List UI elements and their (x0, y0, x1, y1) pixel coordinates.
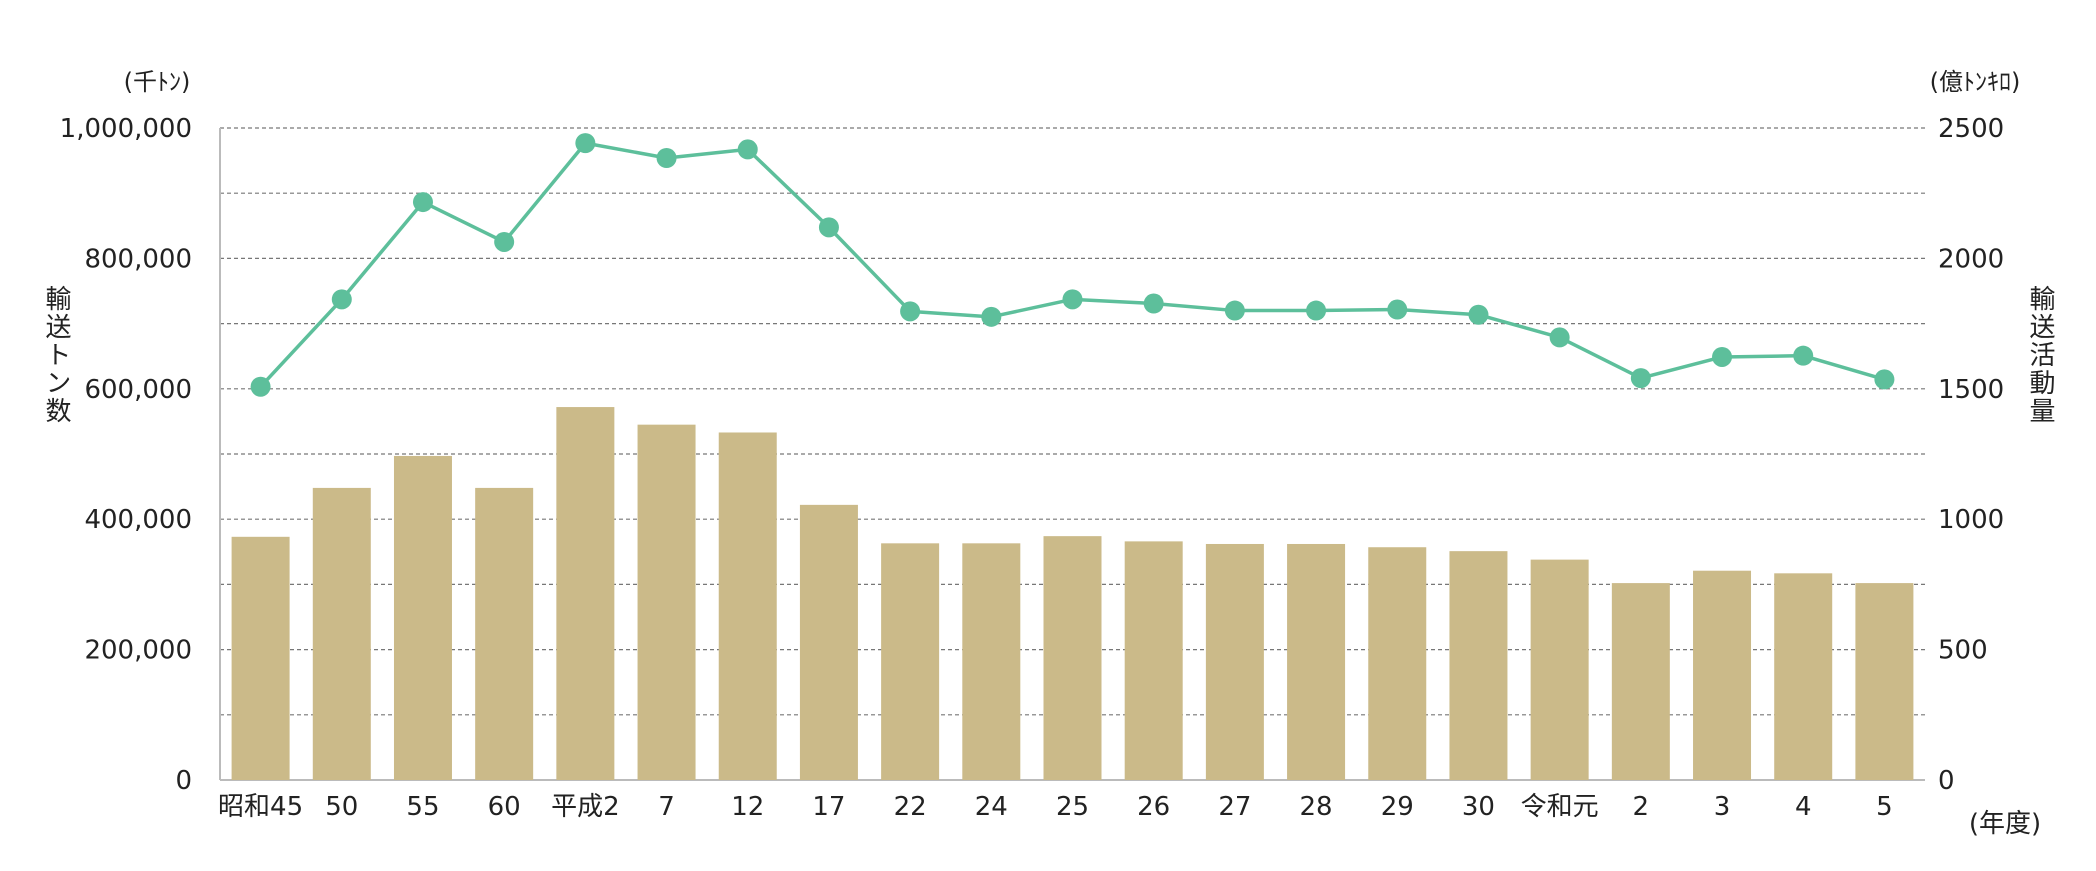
bar (312, 487, 371, 780)
bar (1368, 547, 1427, 780)
bar (718, 432, 777, 780)
line-point (1549, 327, 1570, 348)
line-point (412, 192, 433, 213)
line-point (1387, 299, 1408, 320)
x-tick-label: 3 (1714, 792, 1731, 822)
line-point (818, 217, 839, 238)
line-point (1793, 345, 1814, 366)
line-point (1712, 346, 1733, 367)
left-tick-label: 200,000 (84, 636, 192, 666)
right-tick-label: 2500 (1938, 114, 2004, 144)
line-series (250, 133, 1895, 397)
bar (1530, 559, 1589, 780)
bar (799, 504, 858, 780)
bar (1287, 543, 1346, 780)
left-tick-label: 400,000 (84, 505, 192, 535)
x-tick-label: 27 (1218, 792, 1251, 822)
x-tick-label: 26 (1137, 792, 1170, 822)
right-tick-label: 1000 (1938, 505, 2004, 535)
x-tick-label: 29 (1381, 792, 1414, 822)
x-tick-label: 5 (1876, 792, 1893, 822)
x-tick-label: 60 (488, 792, 521, 822)
left-tick-label: 600,000 (84, 375, 192, 405)
x-tick-label: 30 (1462, 792, 1495, 822)
bar (637, 424, 696, 780)
right-tick-label: 500 (1938, 636, 1988, 666)
bar (962, 543, 1021, 780)
x-tick-label: 22 (894, 792, 927, 822)
line-point (1468, 304, 1489, 325)
bar (556, 407, 615, 780)
bar (1449, 551, 1508, 780)
bar-series (231, 407, 1914, 780)
x-tick-label: 4 (1795, 792, 1812, 822)
series-line (259, 141, 1885, 388)
x-tick-label: 55 (406, 792, 439, 822)
bar (231, 536, 290, 780)
x-tick-label: 7 (658, 792, 675, 822)
x-tick-label: 12 (731, 792, 764, 822)
x-tick-label: 昭和45 (218, 792, 303, 822)
bar (393, 455, 452, 780)
right-axis-ticks: 2500 2000 1500 1000 500 0 (1938, 114, 2004, 796)
line-point (575, 133, 596, 154)
line-point (1306, 300, 1327, 321)
bar (1043, 536, 1102, 780)
bar (1205, 543, 1264, 780)
left-tick-label: 800,000 (84, 244, 192, 274)
line-point (900, 301, 921, 322)
line-point (250, 376, 271, 397)
bar (475, 487, 534, 780)
line-point (331, 289, 352, 310)
x-axis-unit: (年度) (1969, 809, 2041, 839)
x-axis-ticks: 昭和45 50 55 60 平成2 7 12 17 22 24 25 26 27 28 29 30 令和元 2 3 4… (218, 792, 1893, 822)
left-axis-ticks: 1,000,000 800,000 600,000 400,000 200,000 0 (60, 114, 192, 796)
right-tick-label: 1500 (1938, 375, 2004, 405)
x-tick-label: 24 (975, 792, 1008, 822)
bar (881, 543, 940, 780)
line-point (981, 306, 1002, 327)
x-tick-label: 50 (325, 792, 358, 822)
bar (1124, 541, 1183, 780)
bar (1774, 573, 1833, 780)
x-tick-label: 令和元 (1521, 792, 1599, 822)
line-point (494, 231, 515, 252)
line-point (1630, 368, 1651, 389)
x-tick-label: 25 (1056, 792, 1089, 822)
bar (1693, 570, 1752, 780)
line-point (1062, 289, 1083, 310)
x-tick-label: 28 (1300, 792, 1333, 822)
line-point (1224, 300, 1245, 321)
left-axis-title: 輸送トン数 (41, 285, 71, 425)
bar (1611, 583, 1670, 780)
x-tick-label: 2 (1633, 792, 1650, 822)
line-point (737, 139, 758, 160)
right-tick-label: 0 (1938, 766, 1955, 796)
x-tick-label: 17 (812, 792, 845, 822)
line-point (1143, 293, 1164, 314)
line-point (1874, 369, 1895, 390)
left-axis-unit: (千ﾄﾝ) (124, 68, 191, 96)
x-tick-label: 平成2 (551, 792, 620, 822)
right-axis-unit: (億ﾄﾝｷﾛ) (1930, 68, 2021, 96)
left-tick-label: 1,000,000 (60, 114, 192, 144)
right-tick-label: 2000 (1938, 244, 2004, 274)
left-tick-label: 0 (175, 766, 192, 796)
right-axis-title: 輸送活動量 (2025, 285, 2055, 425)
line-point (656, 147, 677, 168)
bar (1855, 583, 1914, 780)
